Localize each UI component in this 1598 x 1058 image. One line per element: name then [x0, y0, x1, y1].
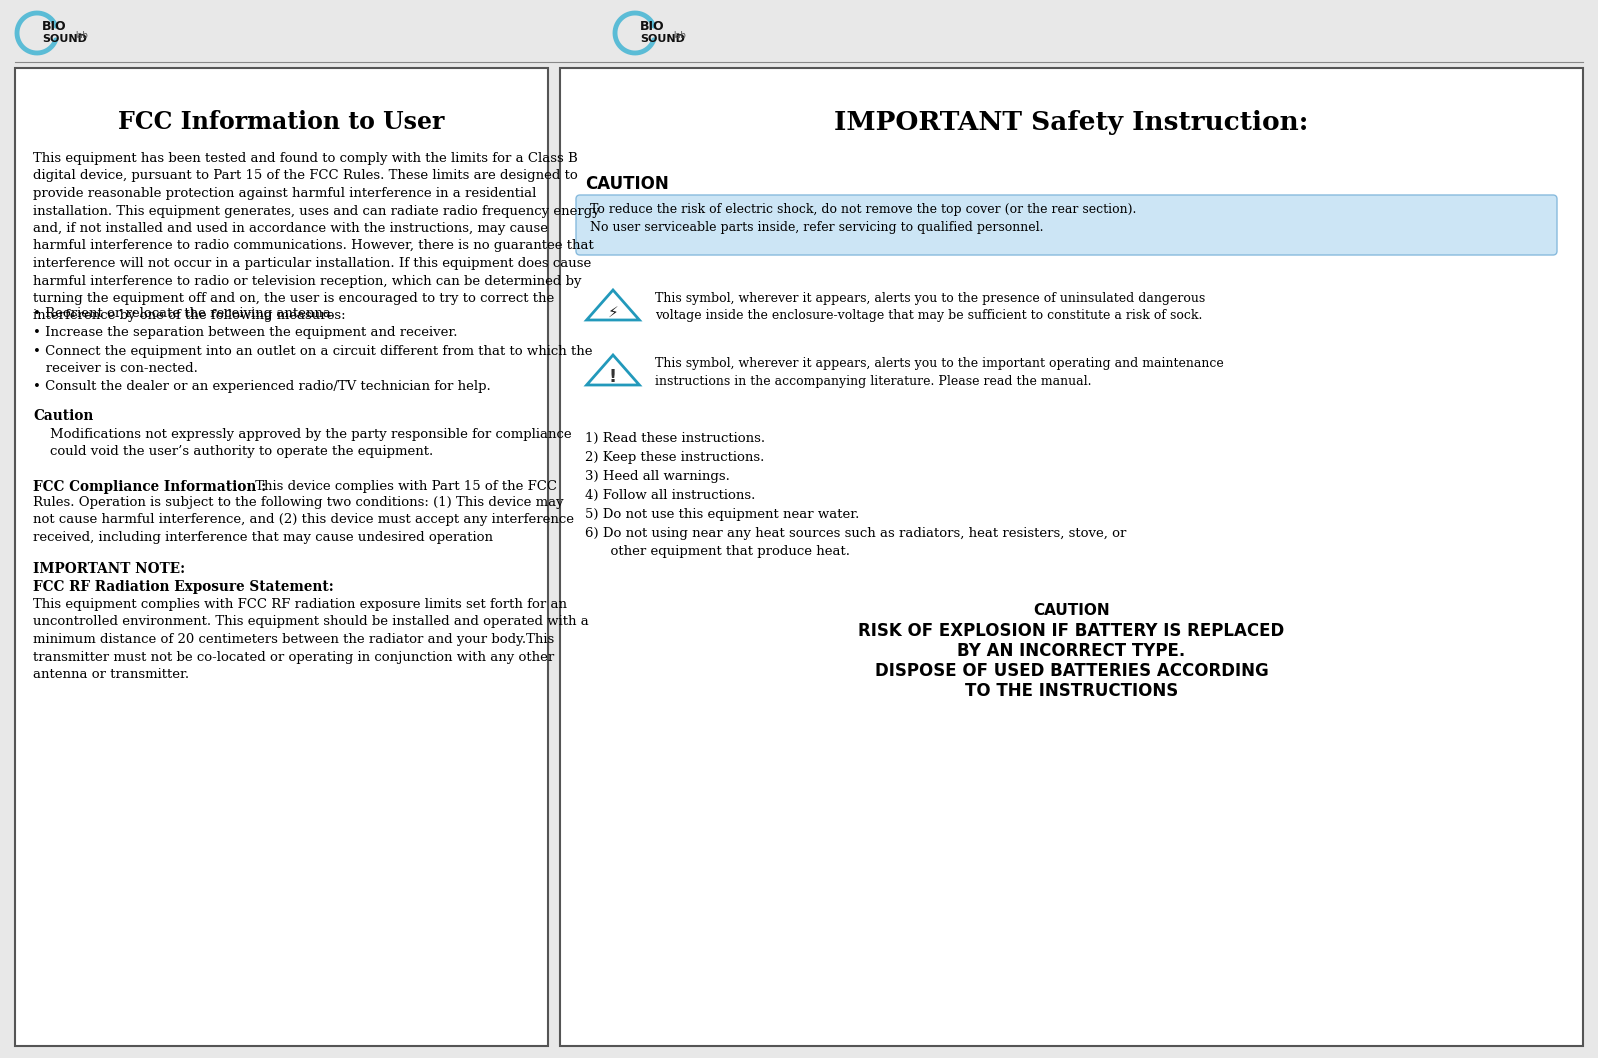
Text: DISPOSE OF USED BATTERIES ACCORDING: DISPOSE OF USED BATTERIES ACCORDING — [874, 662, 1269, 680]
Text: SOUND: SOUND — [641, 34, 686, 44]
Text: FCC RF Radiation Exposure Statement:: FCC RF Radiation Exposure Statement: — [34, 580, 334, 594]
Text: To reduce the risk of electric shock, do not remove the top cover (or the rear s: To reduce the risk of electric shock, do… — [590, 203, 1136, 234]
FancyBboxPatch shape — [14, 68, 548, 1046]
Text: • Reorient or relocate the receiving antenna.: • Reorient or relocate the receiving ant… — [34, 307, 336, 320]
Text: FCC Information to User: FCC Information to User — [118, 110, 444, 134]
Text: BY AN INCORRECT TYPE.: BY AN INCORRECT TYPE. — [957, 642, 1186, 660]
Text: CAUTION: CAUTION — [1034, 603, 1111, 618]
Text: Rules. Operation is subject to the following two conditions: (1) This device may: Rules. Operation is subject to the follo… — [34, 496, 574, 544]
Text: !: ! — [609, 368, 617, 386]
Text: This device complies with Part 15 of the FCC: This device complies with Part 15 of the… — [251, 480, 558, 493]
Text: FCC Compliance Information :: FCC Compliance Information : — [34, 480, 267, 494]
Text: TO THE INSTRUCTIONS: TO THE INSTRUCTIONS — [965, 682, 1178, 700]
Text: 1) Read these instructions.: 1) Read these instructions. — [585, 432, 765, 445]
Text: • Increase the separation between the equipment and receiver.: • Increase the separation between the eq… — [34, 326, 457, 339]
Text: SOUND: SOUND — [42, 34, 86, 44]
Text: 3) Heed all warnings.: 3) Heed all warnings. — [585, 470, 730, 484]
Text: Caution: Caution — [34, 409, 93, 423]
Text: 5) Do not use this equipment near water.: 5) Do not use this equipment near water. — [585, 508, 860, 521]
Text: IMPORTANT NOTE:: IMPORTANT NOTE: — [34, 562, 185, 576]
FancyBboxPatch shape — [575, 195, 1556, 255]
Text: This equipment has been tested and found to comply with the limits for a Class B: This equipment has been tested and found… — [34, 152, 599, 323]
Text: lab: lab — [75, 31, 88, 39]
Text: This equipment complies with FCC RF radiation exposure limits set forth for an
u: This equipment complies with FCC RF radi… — [34, 598, 588, 681]
Text: BIO: BIO — [42, 19, 67, 33]
Text: This symbol, wherever it appears, alerts you to the presence of uninsulated dang: This symbol, wherever it appears, alerts… — [655, 292, 1205, 323]
Text: ⚡: ⚡ — [607, 305, 618, 320]
Text: lab: lab — [673, 31, 686, 39]
FancyBboxPatch shape — [559, 68, 1584, 1046]
Text: • Connect the equipment into an outlet on a circuit different from that to which: • Connect the equipment into an outlet o… — [34, 345, 593, 376]
Text: BIO: BIO — [641, 19, 665, 33]
Text: 6) Do not using near any heat sources such as radiators, heat resisters, stove, : 6) Do not using near any heat sources su… — [585, 527, 1127, 558]
Text: Modifications not expressly approved by the party responsible for compliance
   : Modifications not expressly approved by … — [34, 428, 572, 458]
Text: 4) Follow all instructions.: 4) Follow all instructions. — [585, 489, 756, 501]
Text: 2) Keep these instructions.: 2) Keep these instructions. — [585, 451, 764, 464]
Text: This symbol, wherever it appears, alerts you to the important operating and main: This symbol, wherever it appears, alerts… — [655, 357, 1224, 387]
Text: IMPORTANT Safety Instruction:: IMPORTANT Safety Instruction: — [834, 110, 1309, 135]
Text: CAUTION: CAUTION — [585, 175, 668, 193]
Text: RISK OF EXPLOSION IF BATTERY IS REPLACED: RISK OF EXPLOSION IF BATTERY IS REPLACED — [858, 622, 1285, 640]
Text: • Consult the dealer or an experienced radio/TV technician for help.: • Consult the dealer or an experienced r… — [34, 380, 491, 393]
